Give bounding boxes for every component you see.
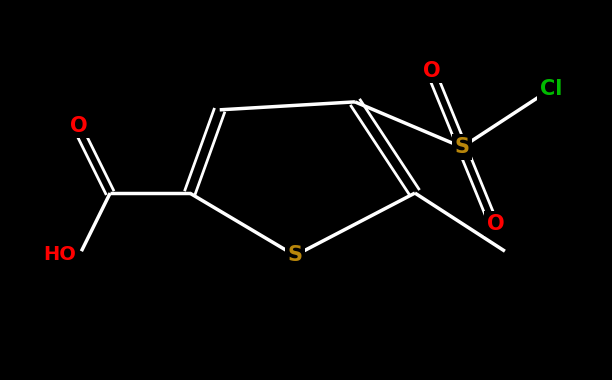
Text: O: O xyxy=(70,116,87,136)
Text: S: S xyxy=(288,245,302,266)
Text: HO: HO xyxy=(43,245,76,264)
Text: O: O xyxy=(423,61,440,81)
Text: S: S xyxy=(455,137,469,157)
Text: O: O xyxy=(487,214,504,234)
Text: Cl: Cl xyxy=(540,79,562,99)
